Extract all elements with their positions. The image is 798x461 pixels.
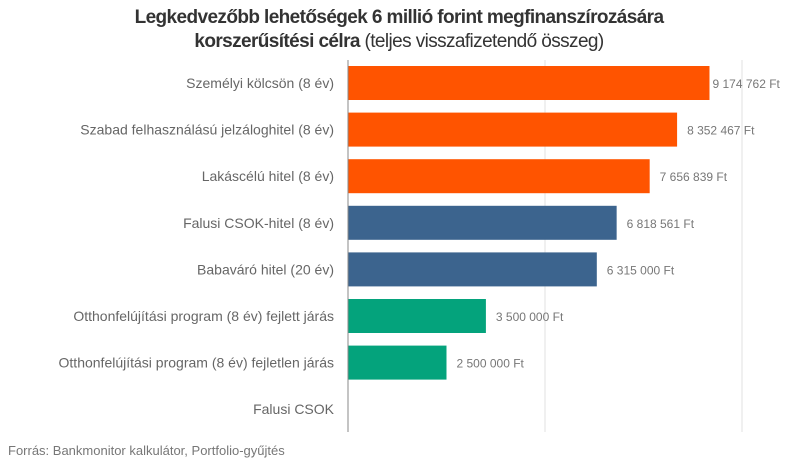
data-label: 3 500 000 Ft xyxy=(496,310,564,324)
category-label: Szabad felhasználású jelzáloghitel (8 év… xyxy=(80,122,334,138)
category-label: Falusi CSOK-hitel (8 év) xyxy=(183,215,334,231)
category-label: Falusi CSOK xyxy=(253,401,335,417)
bar xyxy=(348,299,486,333)
bar xyxy=(348,112,678,147)
data-label: 7 656 839 Ft xyxy=(660,170,728,184)
bar xyxy=(348,252,597,287)
title-line2-bold: korszerűsítési célra xyxy=(194,31,360,52)
source-note: Forrás: Bankmonitor kalkulátor, Portfoli… xyxy=(8,443,285,458)
data-label: 2 500 000 Ft xyxy=(457,357,525,371)
bar xyxy=(348,159,650,194)
title-line1: Legkedvezőbb lehetőségek 6 millió forint… xyxy=(134,7,664,28)
chart-title: Legkedvezőbb lehetőségek 6 millió forint… xyxy=(0,6,798,54)
title-subtitle: (teljes visszafizetendő összeg) xyxy=(364,31,605,52)
category-label: Személyi kölcsön (8 év) xyxy=(186,75,334,91)
category-label: Otthonfelújítási program (8 év) fejletle… xyxy=(59,355,334,371)
data-label: 8 352 467 Ft xyxy=(687,124,755,138)
data-label: 9 174 762 Ft xyxy=(712,77,780,91)
bar xyxy=(348,205,617,240)
data-label: 6 818 561 Ft xyxy=(627,217,695,231)
data-label: 6 315 000 Ft xyxy=(607,263,675,277)
bar xyxy=(348,66,710,100)
bar xyxy=(348,345,447,380)
category-label: Babaváró hitel (20 év) xyxy=(197,261,334,277)
category-label: Lakáscélú hitel (8 év) xyxy=(202,168,334,184)
category-label: Otthonfelújítási program (8 év) fejlett … xyxy=(73,308,334,324)
